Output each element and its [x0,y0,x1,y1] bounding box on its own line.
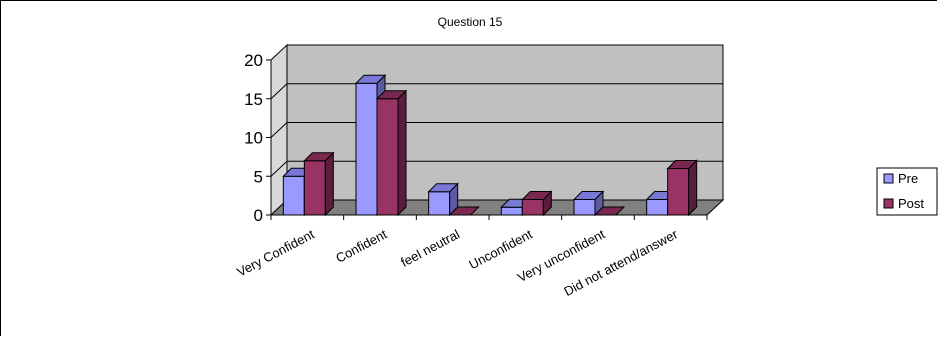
bar-front [521,199,544,216]
gridline-side [270,122,288,138]
gridline-side [270,160,288,177]
bar-side [397,89,407,217]
legend-swatch-post [883,198,894,209]
bar-front [573,199,596,216]
bar-front [282,175,305,216]
chart-title: Question 15 [438,15,503,29]
y-tick-label: 15 [244,90,263,109]
x-tick-label: feel neutral [398,226,462,269]
bar-top [303,152,335,162]
bar-top [427,183,459,193]
legend: Pre Post [876,167,938,216]
bar-post-5 [666,159,698,217]
bar-top [572,191,605,200]
bar-front [500,206,523,216]
y-tick-label: 5 [254,167,263,186]
bar-top [666,160,698,169]
bar-front [303,160,326,216]
bar-pre-4 [572,190,605,217]
bar-top [354,74,387,84]
y-tick-label: 0 [254,206,263,225]
bar-front [355,82,378,216]
legend-label-pre: Pre [898,171,918,186]
x-tick-label: Very Confident [234,226,317,279]
bar-side [324,151,334,217]
x-tick-label: Unconfident [466,226,535,272]
bar-post-0 [303,151,335,217]
legend-label-post: Post [898,196,924,211]
plot-walls [269,43,725,217]
gridline-side [270,83,288,100]
y-tick-label: 10 [244,129,263,148]
bar-front [667,168,690,216]
y-tick-label: 20 [244,51,263,70]
bar-pre-2 [427,182,459,217]
bar-front [376,98,399,216]
x-axis: Very Confident Confident feel neutral Uncon… [234,214,708,299]
bar-front [646,199,669,216]
bar-top [521,191,553,200]
bar-side [688,159,698,217]
bar-front [428,191,451,216]
x-tick-label: Confident [333,226,390,266]
bar-post-1 [375,89,408,217]
bar-top [375,90,408,100]
legend-swatch-pre [883,173,894,184]
y-axis: 0 5 10 15 20 [244,51,272,225]
bar-post-3 [521,190,553,217]
